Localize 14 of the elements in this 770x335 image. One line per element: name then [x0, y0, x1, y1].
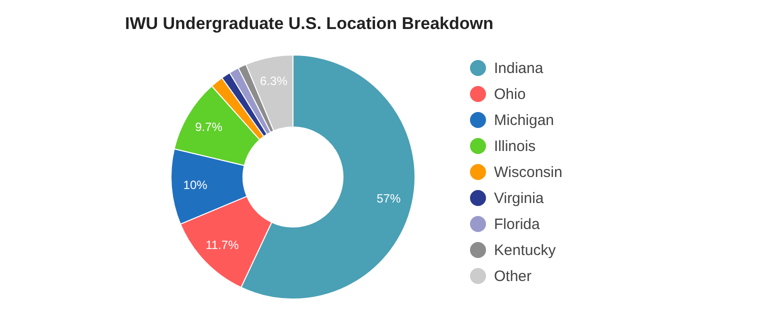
data-label: 57%: [376, 191, 401, 206]
legend-label: Kentucky: [494, 242, 556, 258]
legend-label: Florida: [494, 216, 540, 232]
chart-title: IWU Undergraduate U.S. Location Breakdown: [125, 14, 494, 34]
legend-label: Wisconsin: [494, 164, 562, 180]
legend-label: Ohio: [494, 86, 526, 102]
legend-label: Other: [494, 268, 532, 284]
legend-label: Indiana: [494, 60, 544, 76]
legend-label: Michigan: [494, 112, 554, 128]
legend-label: Illinois: [494, 138, 536, 154]
data-label: 11.7%: [206, 238, 240, 252]
data-label: 9.7%: [195, 120, 223, 134]
data-label: 10%: [183, 178, 208, 192]
legend-label: Virginia: [494, 190, 544, 206]
